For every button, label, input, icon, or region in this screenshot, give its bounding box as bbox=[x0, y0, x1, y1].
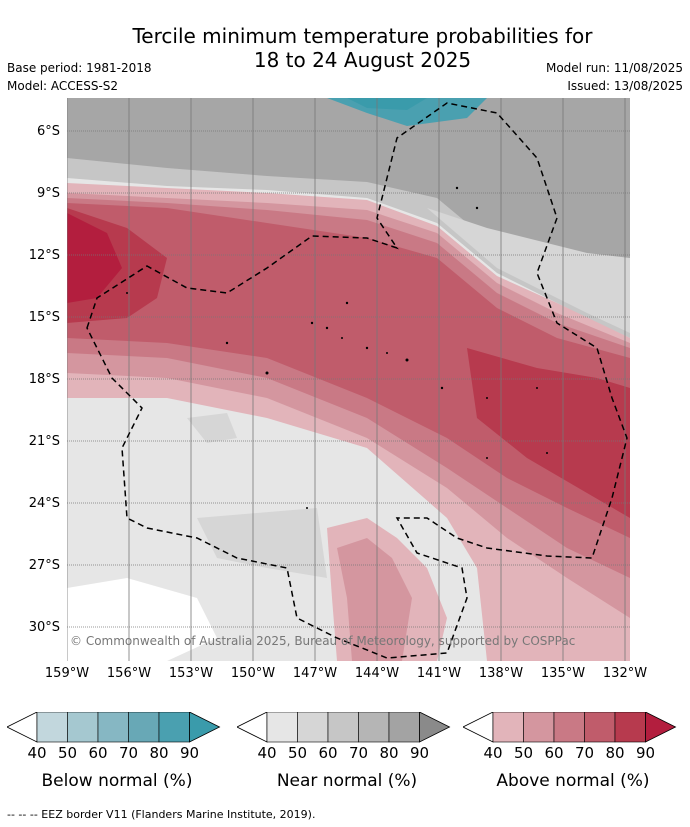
legend-tick: 60 bbox=[318, 744, 338, 762]
legend-swatch bbox=[158, 712, 190, 743]
x-label-132w: 132°W bbox=[602, 666, 648, 681]
legend-label: Above normal (%) bbox=[496, 771, 650, 791]
legend-max-arrow bbox=[419, 712, 451, 743]
legend-swatch bbox=[523, 712, 555, 743]
below-normal-core bbox=[347, 98, 427, 110]
grid-lines bbox=[67, 98, 630, 661]
y-label-18s: 18°S bbox=[28, 372, 60, 387]
legend-min-arrow bbox=[7, 712, 38, 743]
y-label-30s: 30°S bbox=[28, 620, 60, 635]
legend-tick: 70 bbox=[348, 744, 369, 762]
y-label-6s: 6°S bbox=[36, 124, 60, 139]
legend-tick: 80 bbox=[605, 744, 625, 762]
legend-max-arrow bbox=[189, 712, 221, 743]
legend-label: Near normal (%) bbox=[276, 771, 418, 791]
legend-tick: 90 bbox=[179, 744, 200, 762]
x-label-141w: 141°W bbox=[416, 666, 462, 681]
x-label-144w: 144°W bbox=[354, 666, 400, 681]
base-period: Base period: 1981-2018 bbox=[7, 61, 152, 75]
near-normal-patch-sw bbox=[187, 413, 237, 443]
legend-max-arrow bbox=[645, 712, 677, 743]
legend-tick: 40 bbox=[483, 744, 503, 762]
above-normal-80-east bbox=[467, 348, 630, 518]
legend-tick: 90 bbox=[635, 744, 656, 762]
y-label-21s: 21°S bbox=[28, 434, 60, 449]
legend-swatch bbox=[97, 712, 129, 743]
x-label-159w: 159°W bbox=[44, 666, 90, 681]
legend-tick: 70 bbox=[574, 744, 595, 762]
title-line-1: Tercile minimum temperature probabilitie… bbox=[132, 24, 593, 48]
islands bbox=[126, 186, 548, 509]
legend-swatch bbox=[553, 712, 585, 743]
above-normal-south-core bbox=[337, 538, 412, 661]
y-label-15s: 15°S bbox=[28, 310, 60, 325]
legend-tick: 60 bbox=[544, 744, 564, 762]
map-title: Tercile minimum temperature probabilitie… bbox=[0, 24, 690, 72]
legend-tick: 50 bbox=[513, 744, 534, 762]
probability-map bbox=[67, 98, 630, 661]
x-label-153w: 153°W bbox=[168, 666, 214, 681]
legend-swatch bbox=[492, 712, 524, 743]
x-label-138w: 138°W bbox=[478, 666, 524, 681]
legend-colorbar-2 bbox=[463, 712, 677, 743]
legend-swatch bbox=[614, 712, 646, 743]
legend-tick: 70 bbox=[118, 744, 139, 762]
y-label-9s: 9°S bbox=[36, 186, 60, 201]
above-normal-90 bbox=[67, 213, 122, 303]
y-label-27s: 27°S bbox=[28, 558, 60, 573]
no-signal-sw bbox=[67, 578, 217, 661]
legend-min-arrow bbox=[463, 712, 494, 743]
meta-left: Base period: 1981-2018 Model: ACCESS-S2 bbox=[7, 59, 152, 95]
issued-date: Issued: 13/08/2025 bbox=[567, 79, 683, 93]
near-normal-band-mid bbox=[67, 158, 630, 338]
eez-footnote: -- -- -- EEZ border V11 (Flanders Marine… bbox=[7, 808, 316, 821]
x-label-156w: 156°W bbox=[106, 666, 152, 681]
legend-swatch bbox=[36, 712, 68, 743]
legend-min-arrow bbox=[237, 712, 268, 743]
above-normal-70 bbox=[67, 203, 630, 538]
near-normal-band-north bbox=[67, 98, 630, 328]
legend-colorbar-1 bbox=[237, 712, 451, 743]
legend-tick: 50 bbox=[57, 744, 78, 762]
x-label-147w: 147°W bbox=[292, 666, 338, 681]
legend-swatch bbox=[584, 712, 616, 743]
legend-swatch bbox=[67, 712, 99, 743]
legend-tick: 80 bbox=[149, 744, 169, 762]
copyright-notice: © Commonwealth of Australia 2025, Bureau… bbox=[70, 634, 576, 648]
legend-label: Below normal (%) bbox=[41, 771, 193, 791]
x-label-150w: 150°W bbox=[230, 666, 276, 681]
legend-tick: 50 bbox=[287, 744, 308, 762]
legend-swatch bbox=[297, 712, 329, 743]
model-name: Model: ACCESS-S2 bbox=[7, 79, 119, 93]
legend-swatch bbox=[266, 712, 298, 743]
near-normal-patch-s bbox=[197, 508, 327, 578]
eez-border bbox=[86, 102, 628, 659]
legend-tick: 40 bbox=[257, 744, 277, 762]
legend-tick: 60 bbox=[88, 744, 108, 762]
legend-swatch bbox=[327, 712, 359, 743]
meta-right: Model run: 11/08/2025 Issued: 13/08/2025 bbox=[546, 59, 683, 95]
title-line-2: 18 to 24 August 2025 bbox=[253, 48, 472, 72]
legend-swatch bbox=[358, 712, 390, 743]
legend-tick: 40 bbox=[27, 744, 47, 762]
y-label-24s: 24°S bbox=[28, 496, 60, 511]
legend-colorbar-0 bbox=[7, 712, 221, 743]
legend-tick: 90 bbox=[409, 744, 430, 762]
y-label-12s: 12°S bbox=[28, 248, 60, 263]
legend-tick: 80 bbox=[379, 744, 399, 762]
legend-swatch bbox=[388, 712, 420, 743]
near-normal-patch-east bbox=[427, 208, 630, 333]
x-label-135w: 135°W bbox=[540, 666, 586, 681]
model-run: Model run: 11/08/2025 bbox=[545, 61, 683, 75]
legend-swatch bbox=[128, 712, 160, 743]
